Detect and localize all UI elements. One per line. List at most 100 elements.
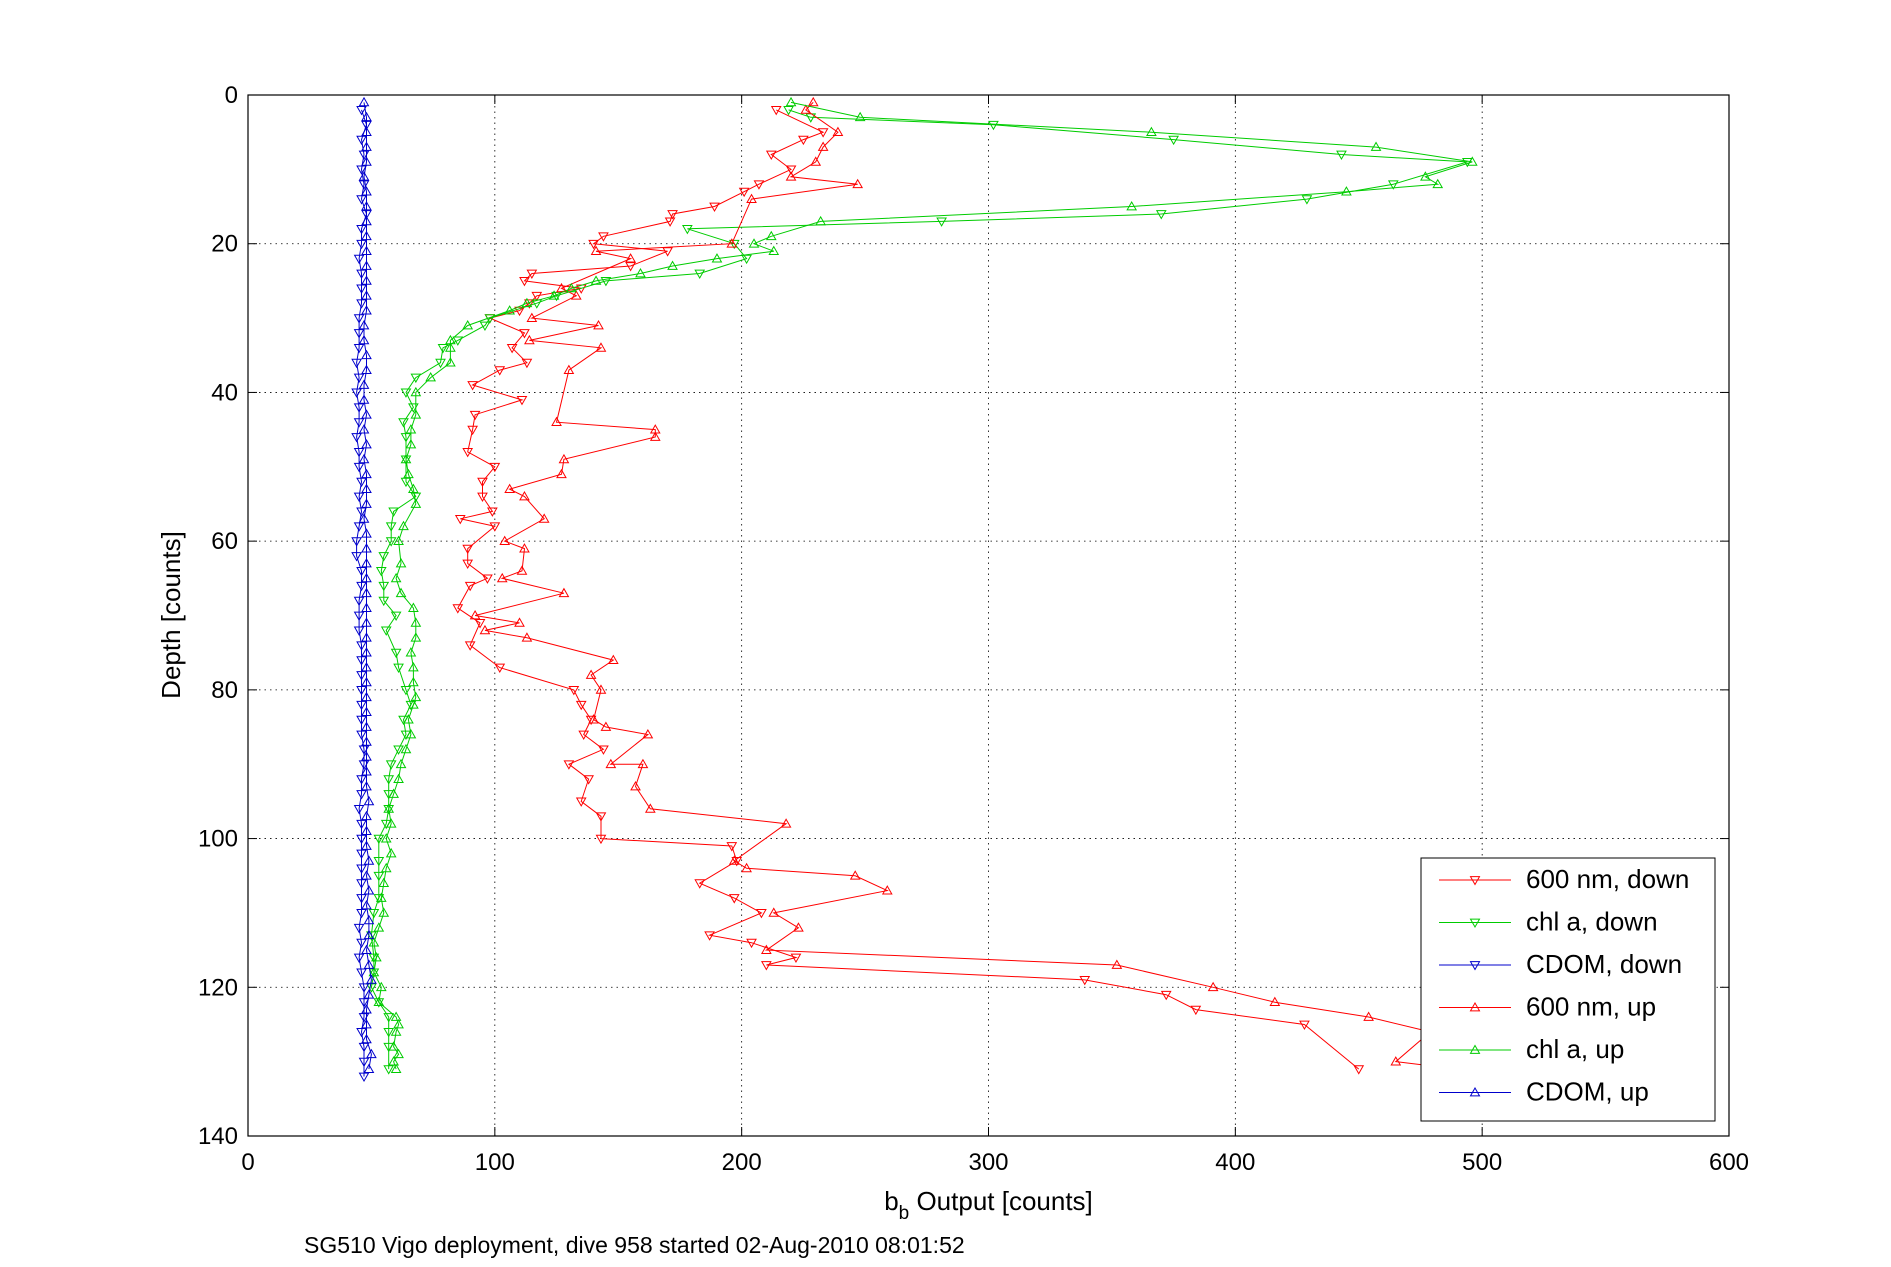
data-point-marker (351, 537, 362, 547)
data-point-marker (588, 239, 599, 250)
data-point-marker (375, 981, 387, 992)
series-5 (358, 96, 377, 1073)
data-point-marker (410, 617, 422, 627)
data-point-marker (356, 195, 367, 205)
data-point-marker (393, 773, 404, 783)
data-point-marker (783, 105, 794, 116)
data-point-marker (361, 572, 372, 583)
data-point-marker (356, 269, 367, 279)
series-4 (368, 96, 1478, 1073)
data-point-marker (748, 238, 760, 248)
data-point-marker (469, 609, 481, 620)
data-point-marker (390, 648, 402, 659)
data-point-marker (738, 187, 750, 198)
data-point-marker (356, 656, 367, 666)
data-point-marker (516, 395, 528, 406)
data-point-marker (408, 602, 419, 612)
x-tick-label: 300 (968, 1149, 1008, 1176)
data-point-marker (405, 647, 417, 657)
data-point-marker (356, 641, 367, 651)
data-point-marker (1353, 1065, 1365, 1075)
data-point-marker (356, 507, 367, 517)
data-point-marker (526, 312, 538, 322)
data-point-marker (642, 728, 654, 739)
data-point-marker (400, 388, 412, 398)
legend-item: CDOM, up (1439, 1077, 1649, 1107)
data-point-marker (1432, 178, 1444, 189)
data-point-marker (504, 305, 516, 315)
data-point-marker (780, 818, 792, 828)
data-point-marker (393, 1018, 404, 1029)
data-point-marker (410, 386, 422, 397)
data-point-marker (358, 319, 370, 330)
legend-marker-sample (1469, 961, 1481, 971)
legend-marker-sample (1469, 918, 1481, 929)
data-point-marker (358, 394, 370, 404)
data-point-marker (361, 409, 372, 419)
data-point-marker (499, 535, 511, 546)
series-line (457, 109, 1360, 1070)
data-point-marker (356, 819, 367, 830)
data-point-marker (395, 587, 407, 598)
legend-marker-sample (1469, 1001, 1481, 1012)
data-point-marker (445, 342, 456, 352)
data-point-marker (380, 862, 392, 873)
data-point-marker (704, 931, 715, 941)
data-point-marker (563, 364, 575, 374)
data-point-marker (667, 260, 678, 270)
data-point-marker (361, 602, 372, 612)
data-point-marker (390, 611, 402, 622)
series-layer (351, 96, 1478, 1083)
data-point-marker (454, 514, 466, 525)
data-point-marker (356, 700, 367, 711)
legend-marker-sample (1469, 1044, 1481, 1054)
data-point-marker (768, 907, 780, 917)
y-tick-label: 60 (211, 528, 238, 555)
legend-label: 600 nm, down (1526, 864, 1689, 894)
data-point-marker (807, 96, 819, 107)
data-point-marker (575, 700, 587, 711)
data-point-marker (664, 217, 676, 227)
data-point-marker (595, 342, 607, 352)
data-point-marker (361, 156, 372, 166)
data-point-marker (595, 684, 607, 694)
data-point-marker (400, 433, 412, 443)
data-point-marker (605, 758, 617, 769)
data-point-marker (519, 491, 530, 501)
data-point-marker (785, 171, 797, 181)
data-point-marker (598, 232, 609, 242)
data-point-marker (361, 676, 372, 687)
data-point-marker (600, 721, 612, 731)
data-point-marker (521, 297, 533, 308)
data-point-marker (452, 604, 464, 614)
data-point-marker (361, 840, 372, 850)
series-line (356, 109, 368, 1077)
data-point-marker (378, 552, 390, 562)
data-point-marker (385, 760, 397, 770)
data-point-marker (356, 730, 367, 740)
legend-marker-sample (1469, 1086, 1481, 1097)
data-point-marker (363, 929, 375, 940)
data-point-marker (798, 135, 809, 146)
data-point-marker (358, 171, 370, 181)
data-point-marker (496, 572, 508, 583)
data-point-marker (361, 810, 372, 821)
data-point-marker (741, 862, 752, 873)
data-point-marker (810, 156, 822, 166)
data-point-marker (361, 647, 372, 657)
legend-label: CDOM, up (1526, 1077, 1649, 1107)
data-point-marker (531, 299, 543, 309)
data-point-marker (521, 358, 533, 369)
data-point-marker (393, 1048, 404, 1059)
data-point-marker (585, 669, 597, 679)
data-point-marker (353, 254, 365, 265)
data-point-marker (361, 483, 372, 493)
data-point-marker (548, 290, 560, 300)
data-point-marker (558, 453, 570, 464)
data-point-marker (393, 535, 404, 546)
data-point-marker (452, 336, 464, 346)
data-point-marker (464, 641, 476, 651)
data-point-marker (361, 751, 372, 761)
data-point-marker (526, 269, 538, 279)
